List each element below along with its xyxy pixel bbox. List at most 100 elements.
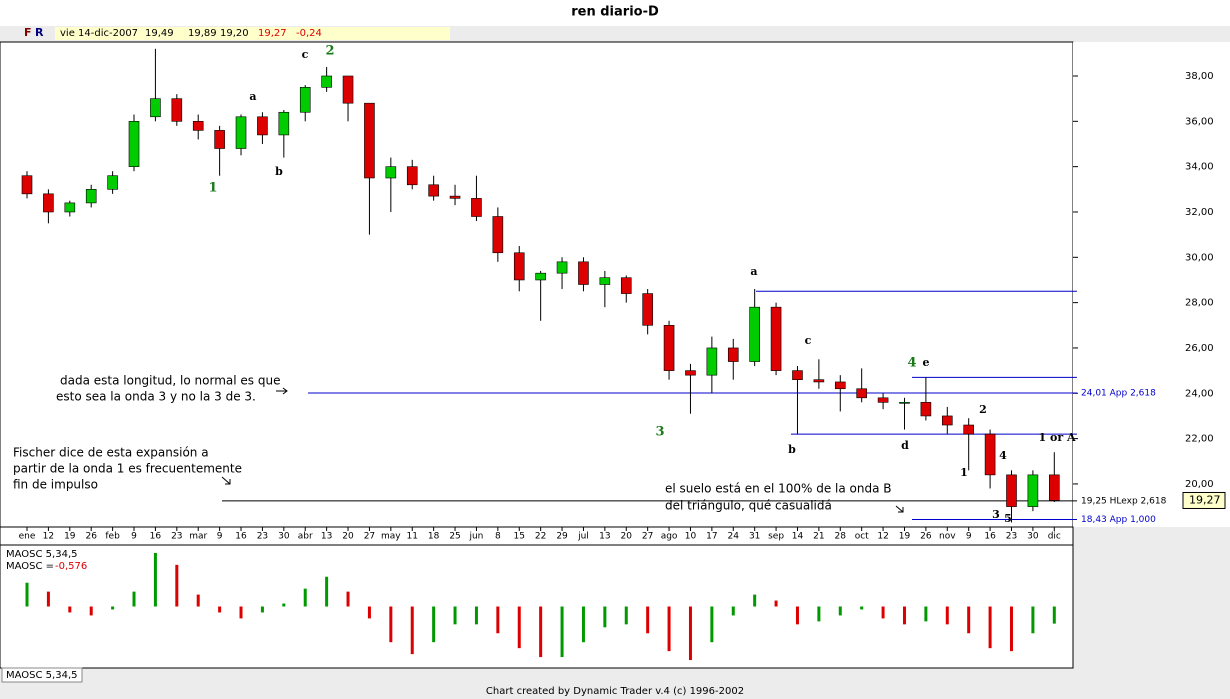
x-tick-label: oct [855,532,869,542]
x-tick-label: 16 [150,532,162,542]
candle-body [578,261,589,285]
osc-bar [432,606,436,643]
x-tick-label: 19 [899,532,911,542]
candle-body [920,402,932,417]
osc-bar [303,588,307,607]
osc-bar [624,606,628,625]
osc-bar [902,606,906,625]
info-box [55,27,450,40]
candle-body [1048,474,1060,501]
y-tick-label: 32,00 [1185,207,1214,218]
level-label: 19,25 HLexp 2,618 [1081,496,1167,506]
x-tick-label: 21 [813,532,824,542]
x-tick-label: nov [939,532,956,542]
osc-bar [175,564,179,607]
candle-body [449,195,461,199]
osc-bar [881,606,885,619]
candle-body [471,198,482,217]
candle-body [620,277,632,294]
y-tick-label: 22,00 [1185,434,1214,445]
osc-bar [239,606,243,619]
x-tick-label: dic [1048,532,1061,542]
candle-body [1006,474,1017,507]
x-tick-label: 14 [792,532,804,542]
info-low: 19,20 [220,28,249,39]
candle-body [706,347,718,376]
candle-body [941,415,953,426]
osc-bar [46,591,50,607]
wave-label: c [805,334,812,347]
osc-bar [603,606,607,628]
x-tick-label: 29 [556,532,568,542]
info-high: 19,89 [188,28,217,39]
wave-label: 2 [325,44,334,59]
osc-value-label: MAOSC = [6,561,54,572]
osc-bar [753,594,757,607]
osc-bar [111,606,115,610]
candle-body [364,102,375,179]
candle-body [963,424,974,435]
osc-bar [646,606,650,634]
last-price-label: 19,27 [1189,493,1221,506]
arrow [276,387,288,395]
x-tick-label: 12 [877,532,888,542]
osc-bar [153,552,157,607]
wave-label: 5 [1004,512,1012,525]
candle-body [150,98,161,118]
price-axis [1073,42,1230,527]
osc-bar [196,594,200,607]
y-tick-label: 34,00 [1185,162,1214,173]
x-tick-label: 20 [621,532,633,542]
osc-bar [774,600,778,607]
arrows [221,387,904,513]
candle-body [299,87,311,113]
toolbar-r[interactable]: R [35,26,44,39]
osc-bar [581,606,585,643]
x-tick-label: ene [19,532,36,542]
wave-label: 4 [999,449,1007,462]
candle-body [406,166,418,186]
level-label: 18,43 App 1,000 [1081,515,1156,525]
wave-label: e [923,356,930,369]
x-tick-label: 25 [449,532,460,542]
osc-bar [410,606,414,655]
candle-body [792,370,803,380]
x-tick-label: 18 [428,532,440,542]
osc-bar [132,591,136,607]
note: el suelo está en el 100% de la onda B [665,482,892,496]
candle-body [85,189,97,204]
x-tick-label: 12 [43,532,54,542]
level-label: 24,01 App 2,618 [1081,389,1156,399]
toolbar-f[interactable]: F [24,26,32,39]
last-price-box [1182,491,1226,509]
wave-label: 1 [208,181,217,196]
osc-bar [731,606,735,616]
osc-bar [282,603,286,607]
tab[interactable] [1,667,83,683]
osc-bar [367,606,371,619]
candle-body [513,252,525,281]
wave-label: a [750,265,757,278]
osc-bar [474,606,478,625]
osc-bar [988,606,992,649]
osc-bar [924,606,928,622]
osc-bar [688,606,692,661]
y-tick-label: 26,00 [1185,343,1214,354]
x-tick-label: 23 [257,532,268,542]
wave-label: 1 [960,466,968,479]
info-change: -0,24 [296,28,322,39]
osc-bar [346,591,350,607]
tab-label[interactable]: MAOSC 5,34,5 [6,670,77,681]
osc-name: MAOSC 5,34,5 [6,549,77,560]
y-tick-label: 24,00 [1185,388,1214,399]
osc-bar [496,606,500,634]
osc-bar [1031,606,1035,634]
osc-bar [89,606,93,616]
chart-title: ren diario-D [571,5,659,20]
title-bar [0,0,1230,26]
osc-bar [945,606,949,625]
y-tick-label: 30,00 [1185,252,1214,263]
x-tick-label: 13 [321,532,332,542]
x-tick-label: may [381,532,401,542]
